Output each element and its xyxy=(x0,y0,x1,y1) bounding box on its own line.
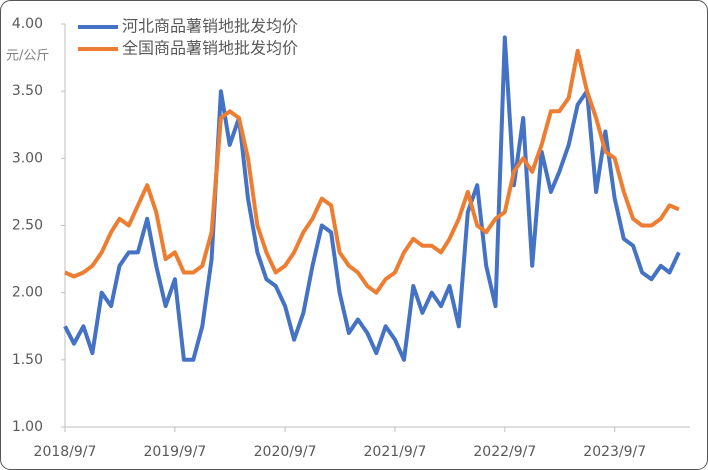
series-line xyxy=(63,35,681,362)
y-tick-label: 3.00 xyxy=(12,150,43,166)
x-tick-label: 2018/9/7 xyxy=(34,444,97,460)
legend-label: 河北商品薯销地批发均价 xyxy=(122,17,298,36)
x-tick-label: 2020/9/7 xyxy=(254,444,317,460)
y-unit: 元/公斤 xyxy=(6,49,49,64)
y-tick-label: 2.50 xyxy=(12,218,43,234)
y-tick-label: 2.00 xyxy=(12,285,43,301)
y-tick-label: 3.50 xyxy=(12,83,43,99)
x-tick-label: 2023/9/7 xyxy=(583,444,646,460)
y-tick-label: 1.50 xyxy=(12,352,43,368)
y-tick-label: 4.00 xyxy=(12,16,43,32)
legend-label: 全国商品薯销地批发均价 xyxy=(122,39,298,58)
x-tick-label: 2021/9/7 xyxy=(364,444,427,460)
x-tick-label: 2022/9/7 xyxy=(473,444,536,460)
y-tick-label: 1.00 xyxy=(12,419,43,435)
x-tick-label: 2019/9/7 xyxy=(143,444,206,460)
series-line xyxy=(64,48,680,295)
